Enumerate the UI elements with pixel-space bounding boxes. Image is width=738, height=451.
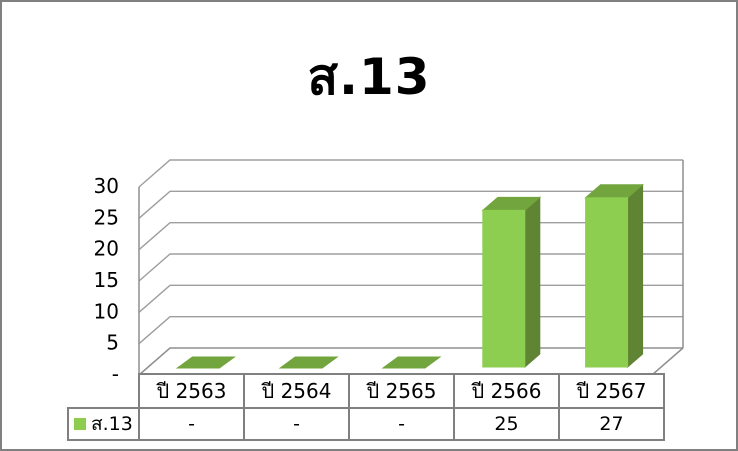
chart-title: ส.13 xyxy=(307,48,431,106)
category-header-2565: ปี 2565 xyxy=(348,373,455,409)
y-axis-tick-label: 25 xyxy=(94,205,119,229)
y-axis-tick-label: 10 xyxy=(94,299,119,323)
value-cell-2563: - xyxy=(138,407,245,441)
y-axis-tick-label: 5 xyxy=(106,331,119,355)
zero-marker-1[interactable] xyxy=(278,356,339,369)
y-axis-tick-label: 20 xyxy=(94,237,119,261)
bar-side-face xyxy=(627,183,644,369)
series-color-swatch-icon xyxy=(74,418,86,430)
series-name: ส.13 xyxy=(91,413,133,435)
y-axis-tick-label: 15 xyxy=(94,268,119,292)
legend-cell[interactable]: ส.13 xyxy=(67,407,140,441)
bar-side-face xyxy=(524,196,541,369)
value-cell-2566: 25 xyxy=(453,407,560,441)
bar-4[interactable] xyxy=(585,197,629,368)
zero-marker-0[interactable] xyxy=(175,356,236,369)
category-header-2564: ปี 2564 xyxy=(243,373,350,409)
y-axis-tick-label: 30 xyxy=(94,174,119,198)
data-table: ปี 2563 ปี 2564 ปี 2565 ปี 2566 ปี 2567 … xyxy=(67,373,665,441)
category-header-2563: ปี 2563 xyxy=(138,373,245,409)
bar-3[interactable] xyxy=(482,209,526,368)
gridline xyxy=(138,190,683,219)
value-cell-2567: 27 xyxy=(558,407,665,441)
value-cell-2565: - xyxy=(348,407,455,441)
gridline xyxy=(138,159,683,188)
zero-marker-2[interactable] xyxy=(381,356,442,369)
table-data-row: ส.13 - - - 25 27 xyxy=(67,407,665,441)
table-header-row: ปี 2563 ปี 2564 ปี 2565 ปี 2566 ปี 2567 xyxy=(68,373,665,409)
table-corner-cell xyxy=(68,374,139,408)
value-cell-2564: - xyxy=(243,407,350,441)
y-axis-tick-label: - xyxy=(112,362,119,386)
category-header-2567: ปี 2567 xyxy=(558,373,665,409)
category-header-2566: ปี 2566 xyxy=(453,373,560,409)
